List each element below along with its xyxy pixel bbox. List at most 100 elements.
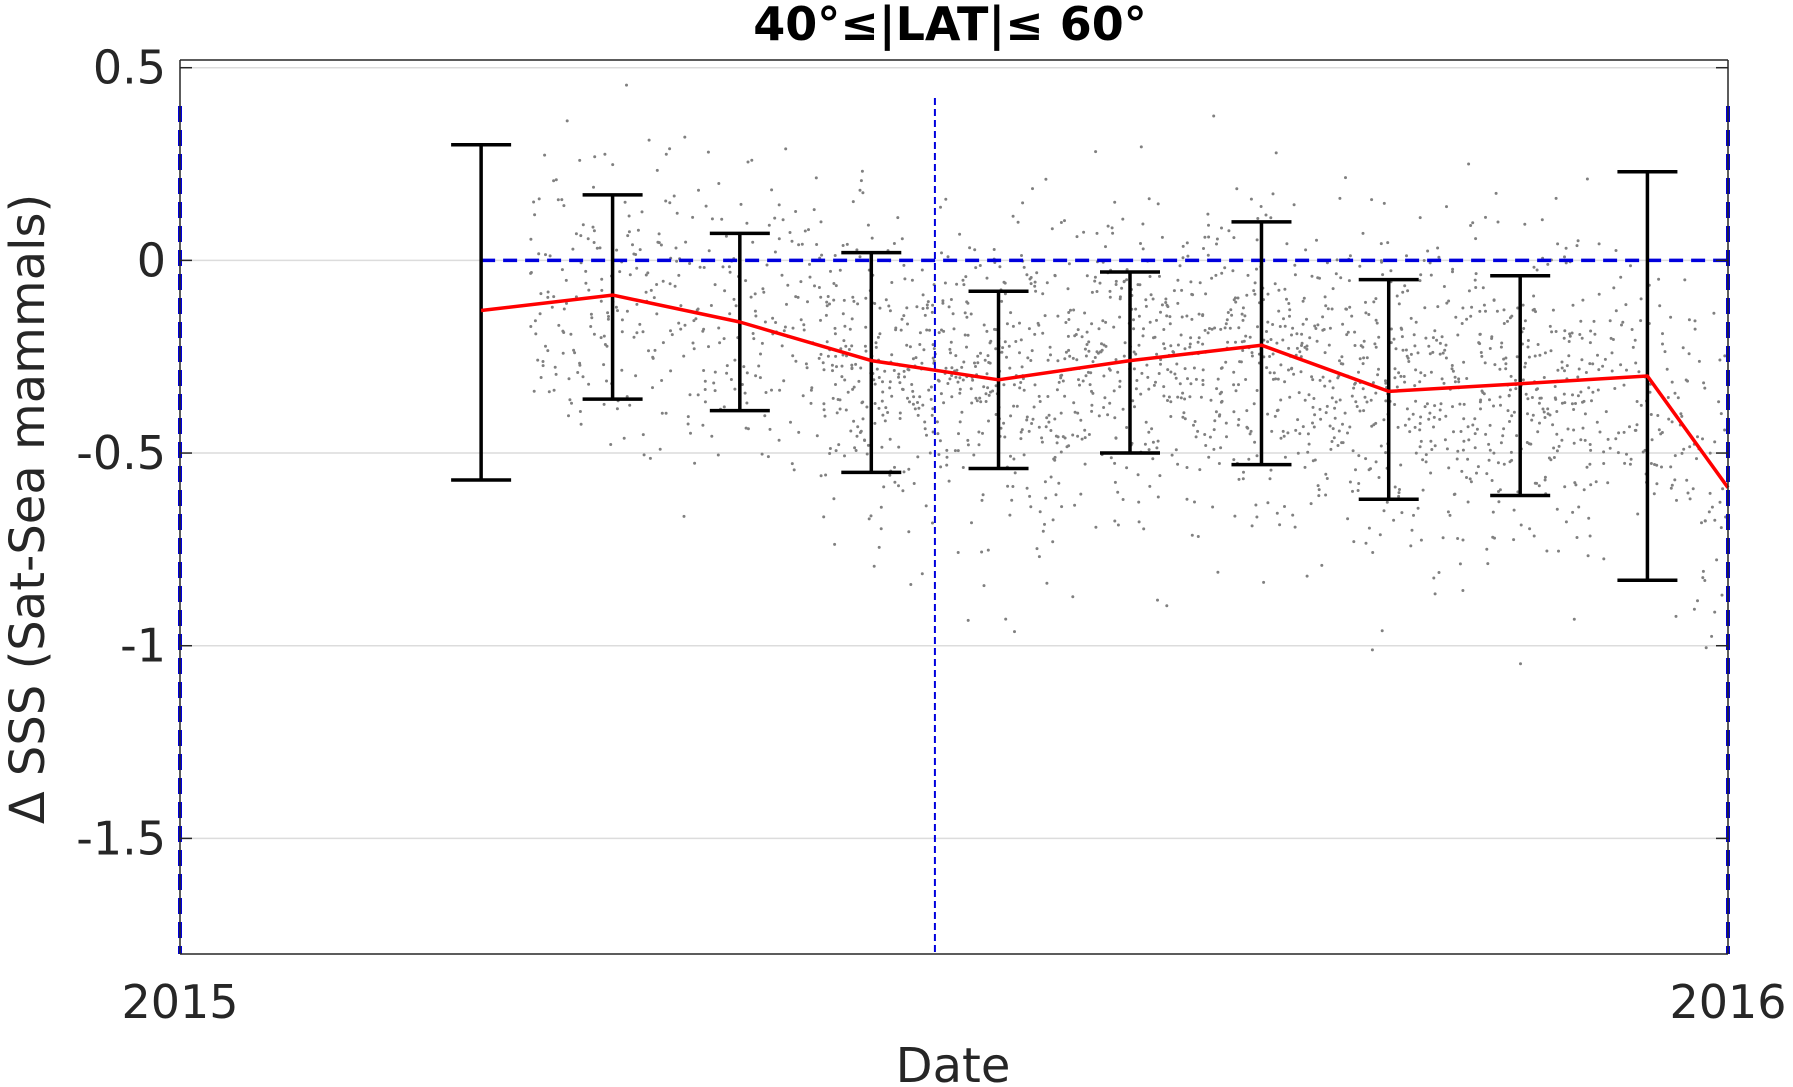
- scatter-point: [1720, 593, 1724, 597]
- scatter-point: [1002, 421, 1006, 425]
- scatter-point: [1488, 398, 1491, 402]
- scatter-point: [1537, 484, 1541, 488]
- scatter-point: [1485, 472, 1489, 476]
- scatter-point: [1457, 377, 1461, 381]
- scatter-point: [1602, 557, 1606, 561]
- scatter-point: [819, 318, 822, 322]
- scatter-point: [1225, 318, 1229, 322]
- scatter-point: [1297, 391, 1301, 395]
- scatter-point: [944, 366, 948, 370]
- scatter-point: [1501, 434, 1505, 438]
- scatter-point: [1685, 478, 1689, 482]
- scatter-point: [656, 240, 660, 244]
- scatter-point: [1583, 438, 1587, 442]
- scatter-point: [1133, 405, 1136, 409]
- scatter-point: [1717, 400, 1721, 404]
- scatter-point: [1395, 385, 1399, 389]
- scatter-point: [1588, 462, 1592, 466]
- scatter-point: [1183, 347, 1187, 351]
- scatter-point: [1223, 266, 1227, 270]
- scatter-point: [1352, 540, 1356, 544]
- scatter-point: [1151, 297, 1155, 301]
- scatter-point: [1543, 475, 1547, 479]
- scatter-point: [950, 395, 954, 399]
- scatter-point: [979, 351, 982, 355]
- scatter-point: [1138, 283, 1142, 287]
- scatter-point: [1603, 357, 1607, 361]
- scatter-point: [788, 231, 792, 234]
- scatter-point: [1473, 417, 1477, 421]
- scatter-point: [844, 344, 848, 348]
- scatter-point: [552, 388, 556, 392]
- scatter-point: [892, 242, 896, 245]
- scatter-point: [1633, 338, 1637, 342]
- scatter-point: [1445, 301, 1449, 305]
- scatter-point: [1172, 289, 1176, 293]
- scatter-point: [1241, 306, 1245, 310]
- scatter-point: [1351, 449, 1355, 453]
- scatter-point: [1421, 488, 1425, 492]
- scatter-point: [574, 232, 578, 236]
- scatter-point: [1057, 481, 1061, 485]
- scatter-point: [1283, 380, 1287, 384]
- scatter-point: [1367, 313, 1371, 316]
- scatter-point: [841, 312, 845, 316]
- scatter-point: [569, 332, 573, 336]
- scatter-point: [1216, 570, 1220, 574]
- scatter-point: [865, 452, 869, 456]
- scatter-point: [974, 266, 978, 270]
- scatter-point: [1418, 428, 1422, 432]
- scatter-point: [897, 372, 901, 376]
- scatter-point: [764, 391, 768, 394]
- scatter-point: [1461, 538, 1465, 542]
- scatter-point: [1568, 334, 1572, 338]
- scatter-point: [1413, 425, 1417, 429]
- scatter-point: [565, 119, 569, 123]
- scatter-point: [1250, 351, 1254, 355]
- scatter-point: [918, 395, 922, 399]
- scatter-point: [930, 413, 934, 417]
- scatter-point: [1020, 254, 1023, 257]
- scatter-point: [770, 388, 773, 392]
- scatter-point: [1139, 242, 1142, 245]
- scatter-point: [1585, 465, 1589, 469]
- scatter-point: [1641, 450, 1645, 454]
- scatter-point: [1419, 273, 1423, 277]
- scatter-point: [960, 410, 964, 414]
- scatter-point: [1090, 322, 1094, 326]
- scatter-point: [1291, 326, 1295, 330]
- scatter-point: [1406, 356, 1410, 360]
- scatter-point: [824, 473, 828, 477]
- scatter-point: [1132, 318, 1135, 322]
- scatter-point: [1099, 350, 1102, 354]
- scatter-point: [1216, 377, 1220, 381]
- scatter-point: [1204, 292, 1208, 296]
- scatter-point: [1597, 242, 1601, 246]
- scatter-point: [1324, 493, 1328, 497]
- scatter-point: [722, 337, 726, 341]
- scatter-point: [1557, 444, 1561, 448]
- scatter-point: [878, 332, 882, 336]
- scatter-point: [1502, 322, 1506, 325]
- scatter-point: [1003, 340, 1007, 344]
- scatter-point: [1005, 322, 1009, 326]
- scatter-point: [825, 304, 829, 308]
- scatter-point: [951, 312, 955, 316]
- scatter-point: [1482, 392, 1486, 396]
- scatter-point: [1553, 396, 1557, 400]
- scatter-point: [1555, 432, 1559, 436]
- scatter-point: [789, 420, 792, 424]
- scatter-point: [1318, 378, 1322, 382]
- scatter-point: [892, 369, 896, 372]
- scatter-point: [1305, 347, 1309, 351]
- scatter-point: [1047, 413, 1051, 417]
- scatter-point: [1012, 457, 1016, 461]
- scatter-point: [1403, 423, 1407, 427]
- scatter-point: [1316, 484, 1320, 488]
- scatter-point: [1323, 351, 1327, 355]
- scatter-point: [1498, 395, 1502, 399]
- scatter-point: [688, 393, 692, 397]
- scatter-point: [1235, 187, 1239, 191]
- scatter-point: [1287, 346, 1291, 350]
- scatter-point: [1502, 462, 1506, 466]
